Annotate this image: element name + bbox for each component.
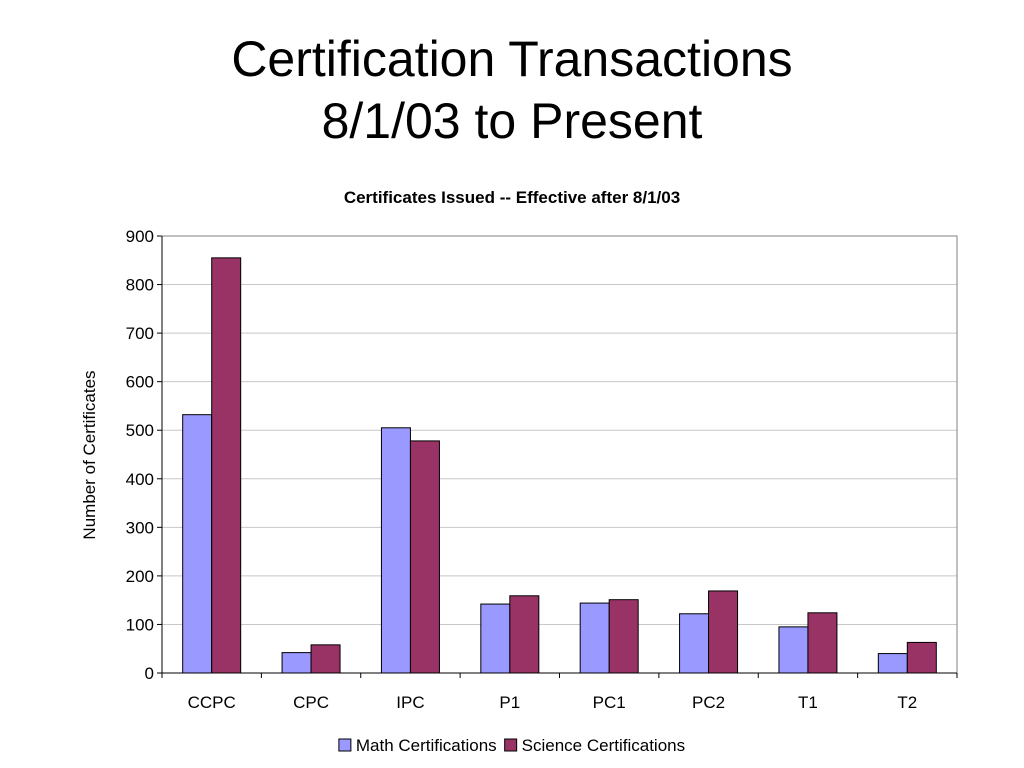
- slide-title: Certification Transactions 8/1/03 to Pre…: [0, 28, 1024, 152]
- chart-title: Certificates Issued -- Effective after 8…: [344, 188, 680, 207]
- bar-math-certifications-ipc: [380, 427, 411, 674]
- bar-math-certifications-pc2: [679, 613, 710, 674]
- legend: Math Certifications Science Certification…: [338, 736, 685, 755]
- bar-science-certifications-cpc: [310, 644, 341, 674]
- y-tick-label: 500: [126, 421, 154, 440]
- legend-swatch-math-certifications: [338, 738, 352, 752]
- bar-science-certifications-p1: [509, 595, 540, 674]
- bar-math-certifications-p1: [480, 603, 511, 674]
- bar-science-certifications-pc2: [708, 590, 739, 674]
- y-tick-label: 0: [145, 664, 154, 683]
- plot-area: 0 100 200 300 400 500 600 700 800 900 CCPC CPC IPC P1…: [126, 227, 958, 712]
- y-tick-label: 900: [126, 227, 154, 246]
- bar-science-certifications-t2: [906, 641, 937, 674]
- bar-math-certifications-pc1: [579, 602, 610, 674]
- bar-math-certifications-ccpc: [182, 414, 213, 674]
- y-tick-label: 600: [126, 373, 154, 392]
- y-tick-label: 800: [126, 276, 154, 295]
- x-tick-label: CPC: [293, 693, 329, 712]
- x-tick-label: P1: [499, 693, 520, 712]
- plot-border: [161, 235, 958, 674]
- bar-science-certifications-t1: [807, 612, 838, 674]
- x-tick-label: CCPC: [188, 693, 236, 712]
- slide-title-line-1: Certification Transactions: [231, 31, 793, 87]
- y-tick-label: 100: [126, 615, 154, 634]
- y-tick-label: 300: [126, 518, 154, 537]
- y-tick-label: 700: [126, 324, 154, 343]
- bar-math-certifications-cpc: [281, 652, 312, 674]
- x-tick-label: IPC: [396, 693, 424, 712]
- y-tick-label: 200: [126, 567, 154, 586]
- bar-math-certifications-t2: [877, 653, 908, 674]
- x-tick-label: PC1: [593, 693, 626, 712]
- y-axis-label: Number of Certificates: [80, 370, 99, 539]
- legend-label-math-certifications: Math Certifications: [356, 736, 497, 755]
- bar-science-certifications-ccpc: [211, 257, 242, 674]
- x-tick-label: PC2: [692, 693, 725, 712]
- y-tick-label: 400: [126, 470, 154, 489]
- slide-title-line-2: 8/1/03 to Present: [321, 93, 703, 149]
- bar-science-certifications-pc1: [608, 599, 639, 674]
- legend-label-science-certifications: Science Certifications: [522, 736, 685, 755]
- bar-math-certifications-t1: [778, 626, 809, 674]
- legend-swatch-science-certifications: [504, 738, 518, 752]
- bar-science-certifications-ipc: [409, 440, 440, 674]
- x-tick-label: T2: [897, 693, 917, 712]
- x-tick-label: T1: [798, 693, 818, 712]
